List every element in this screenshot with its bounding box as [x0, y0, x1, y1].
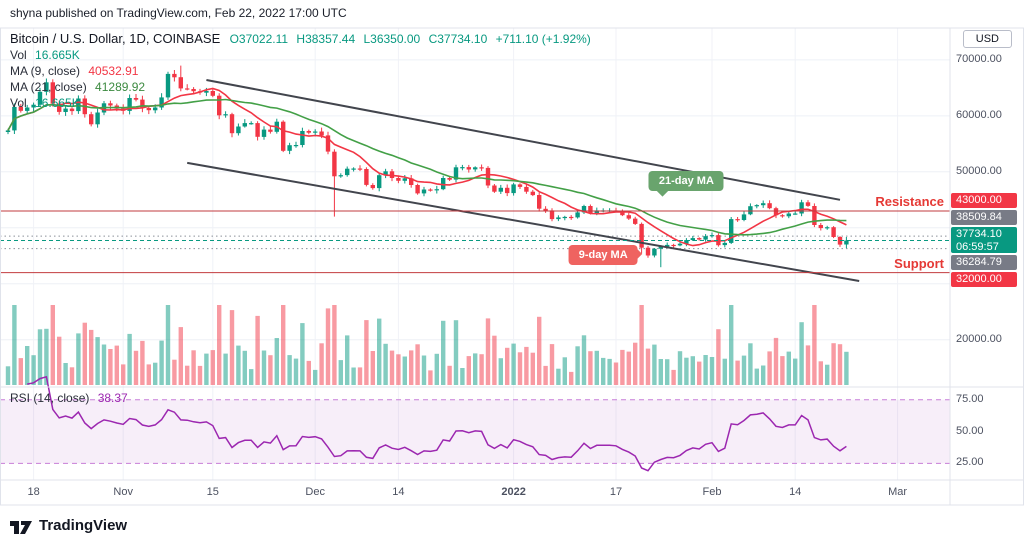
ma21-value: 41289.92	[95, 80, 146, 94]
resistance-label[interactable]: Resistance	[875, 193, 944, 209]
rsi-value: 38.37	[97, 391, 128, 405]
ma21-label: MA (21, close)	[10, 80, 87, 94]
symbol-row[interactable]: Bitcoin / U.S. Dollar, 1D, COINBASE O370…	[10, 31, 596, 47]
volume2-legend-row[interactable]: Vol 16.665K	[10, 96, 596, 111]
tradingview-logo[interactable]: TradingView	[10, 516, 127, 535]
currency-button[interactable]: USD	[962, 30, 1012, 48]
volume-legend-row[interactable]: Vol 16.665K	[10, 48, 596, 63]
ma9-callout[interactable]: 9-day MA	[568, 245, 643, 266]
volume-value: 16.665K	[35, 48, 80, 62]
volume2-value: 16.665K	[35, 96, 80, 110]
ohlc-open: O37022.11	[229, 32, 289, 46]
ohlc-low: L36350.00	[363, 32, 421, 46]
ma9-label: MA (9, close)	[10, 64, 81, 78]
legend: Bitcoin / U.S. Dollar, 1D, COINBASE O370…	[10, 31, 596, 112]
rsi-label: RSI (14, close)	[10, 391, 90, 405]
ma21-callout[interactable]: 21-day MA	[648, 171, 724, 197]
volume2-label: Vol	[10, 96, 27, 110]
ma9-value: 40532.91	[88, 64, 139, 78]
ohlc-close: C37734.10	[428, 32, 488, 46]
ohlc-change: +711.10 (+1.92%)	[495, 32, 591, 46]
symbol-title: Bitcoin / U.S. Dollar, 1D, COINBASE	[10, 31, 221, 46]
tradingview-logo-icon	[10, 521, 32, 534]
support-label[interactable]: Support	[894, 255, 944, 271]
ma21-callout-text: 21-day MA	[658, 175, 714, 188]
ma9-legend-row[interactable]: MA (9, close) 40532.91	[10, 64, 596, 79]
volume-label: Vol	[10, 48, 27, 62]
tradingview-logo-text: TradingView	[39, 517, 128, 534]
ma9-callout-text: 9-day MA	[578, 249, 628, 262]
ohlc-high: H38357.44	[296, 32, 356, 46]
ma21-legend-row[interactable]: MA (21, close) 41289.92	[10, 80, 596, 95]
published-caption: shyna published on TradingView.com, Feb …	[10, 6, 347, 20]
rsi-legend[interactable]: RSI (14, close) 38.37	[10, 391, 128, 405]
